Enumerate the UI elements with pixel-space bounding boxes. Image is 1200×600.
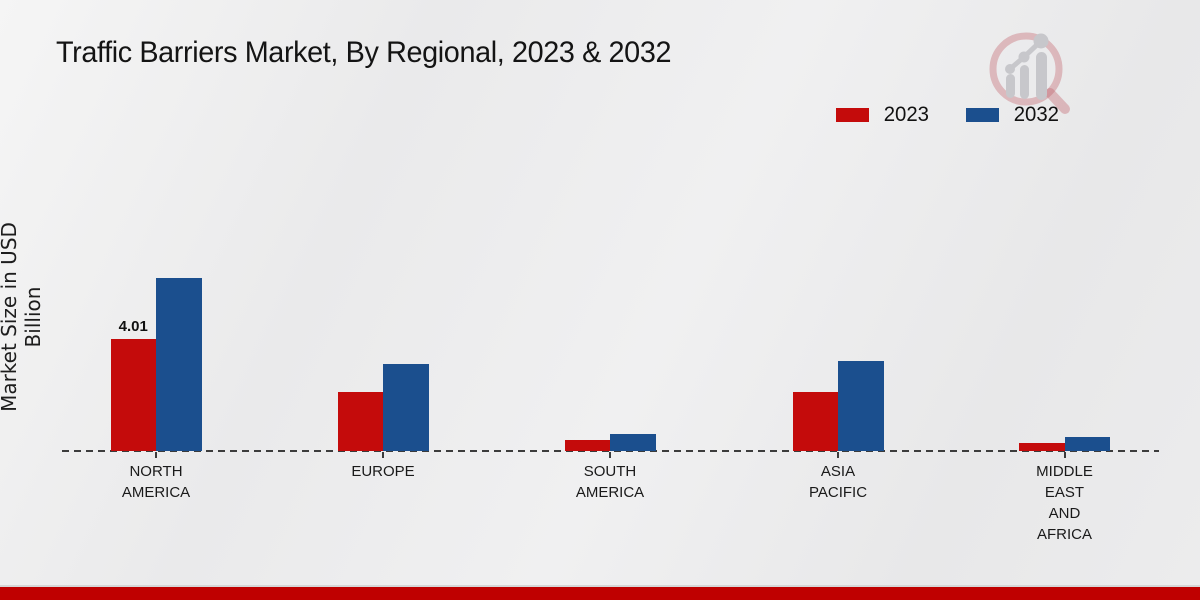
category-label-europe: EUROPE (351, 462, 415, 480)
legend-item-2032: 2032 (965, 103, 1060, 127)
magnifier-handle-icon (1045, 88, 1070, 114)
bar-2023-europe (337, 392, 383, 452)
logo-bar-large-icon (1036, 52, 1047, 100)
bar-2032-north-america (156, 277, 202, 452)
axis-tick (609, 452, 611, 458)
legend-swatch-2023 (836, 108, 869, 122)
logo-bar-medium-icon (1020, 65, 1029, 99)
bar-2032-asia-pacific (838, 361, 884, 452)
bar-2023-asia-pacific (792, 392, 838, 452)
category-label-middle-east-and-africa: MIDDLE EAST AND AFRICA (1036, 462, 1093, 543)
legend-label-2023: 2023 (883, 103, 930, 126)
legend: 2023 2032 (836, 103, 1059, 127)
category-label-asia-pacific: ASIA PACIFIC (808, 462, 868, 501)
axis-tick (382, 452, 384, 458)
bar-2032-europe (383, 363, 429, 452)
logo-bar-small-icon (1006, 74, 1015, 98)
legend-label-2032: 2032 (1013, 103, 1059, 126)
magnifier-bar-chart-logo (989, 32, 1070, 114)
logo-trend-dot-icon (1018, 51, 1030, 63)
bar-2032-middle-east-and-africa (1064, 436, 1110, 452)
bar-2023-south-america (564, 439, 610, 452)
legend-swatch-2032 (965, 108, 999, 122)
footer-red-bar (0, 585, 1200, 600)
chart-title: Traffic Barriers Market, By Regional, 20… (56, 36, 672, 69)
bar-2032-south-america (610, 433, 656, 452)
bar-2023-middle-east-and-africa (1019, 442, 1065, 452)
logo-trend-dot-icon (1033, 33, 1049, 49)
axis-tick (837, 452, 839, 458)
bar-value-label: 4.01 (118, 318, 148, 336)
category-label-north-america: NORTH AMERICA (121, 462, 191, 501)
category-label-south-america: SOUTH AMERICA (575, 462, 645, 501)
legend-item-2023: 2023 (836, 103, 930, 127)
axis-tick (155, 452, 157, 458)
axis-tick (1063, 452, 1066, 458)
logo-trend-dot-icon (1005, 64, 1015, 74)
bar-2023-north-america (110, 339, 156, 452)
